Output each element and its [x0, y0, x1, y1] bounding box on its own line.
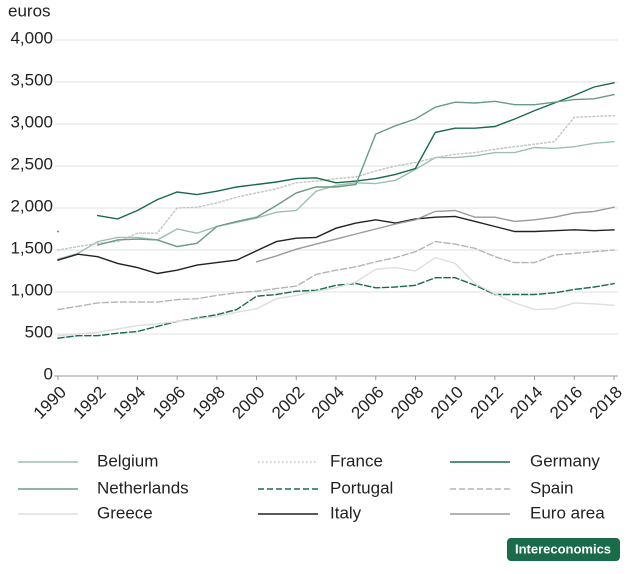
x-tick-label: 2018	[586, 383, 626, 423]
logo-badge	[507, 538, 620, 561]
x-tick-label: 1998	[189, 383, 229, 423]
logo-text: Intereconomics	[515, 541, 611, 556]
legend-item: Spain	[450, 478, 573, 497]
logo: Intereconomics	[507, 538, 620, 561]
legend-label: Portugal	[330, 478, 393, 497]
y-tick-label: 2,500	[10, 154, 53, 173]
series-line	[255, 206, 615, 263]
y-tick-label: 4,000	[10, 28, 53, 47]
y-axis-label: euros	[8, 1, 51, 20]
x-tick-label: 1992	[70, 383, 110, 423]
y-tick-label: 3,500	[10, 70, 53, 89]
legend-item: Netherlands	[18, 478, 189, 497]
legend-label: Italy	[330, 503, 362, 522]
legend-item: Italy	[258, 503, 362, 522]
x-tick-label: 2012	[467, 383, 507, 423]
x-tick-label: 2000	[228, 383, 268, 423]
y-tick-label: 1,500	[10, 238, 53, 257]
legend-item: Greece	[18, 503, 153, 522]
series-line	[96, 93, 615, 248]
x-tick-label: 2002	[268, 383, 308, 423]
legend-item: Belgium	[18, 451, 158, 470]
x-tick-label: 2014	[506, 383, 546, 423]
legend-label: Germany	[530, 451, 600, 470]
y-tick-label: 2,000	[10, 196, 53, 215]
y-tick-label: 500	[25, 322, 53, 341]
legend-item: Germany	[450, 451, 600, 470]
y-tick-label: 3,000	[10, 112, 53, 131]
x-tick-label: 2008	[387, 383, 427, 423]
y-tick-label: 1,000	[10, 280, 53, 299]
series-line	[57, 240, 615, 311]
legend-label: Belgium	[97, 451, 158, 470]
legend-label: Netherlands	[97, 478, 189, 497]
series-line	[57, 81, 615, 233]
legend-item: Euro area	[450, 503, 605, 522]
series-line	[57, 140, 615, 261]
y-tick-label: 0	[44, 364, 53, 383]
x-tick-label: 1994	[109, 383, 149, 423]
series-line	[57, 215, 615, 275]
legend-label: Spain	[530, 478, 573, 497]
legend-item: Portugal	[258, 478, 393, 497]
legend-label: Euro area	[530, 503, 605, 522]
x-tick-label: 2010	[427, 383, 467, 423]
series-line	[57, 114, 615, 251]
x-tick-label: 2004	[308, 383, 348, 423]
series-line	[57, 277, 615, 339]
legend-label: France	[330, 451, 383, 470]
x-tick-label: 1990	[30, 383, 70, 423]
x-tick-label: 1996	[149, 383, 189, 423]
x-tick-label: 2016	[546, 383, 586, 423]
series-line	[57, 256, 615, 337]
x-tick-label: 2006	[348, 383, 388, 423]
legend-label: Greece	[97, 503, 153, 522]
legend-item: France	[258, 451, 383, 470]
